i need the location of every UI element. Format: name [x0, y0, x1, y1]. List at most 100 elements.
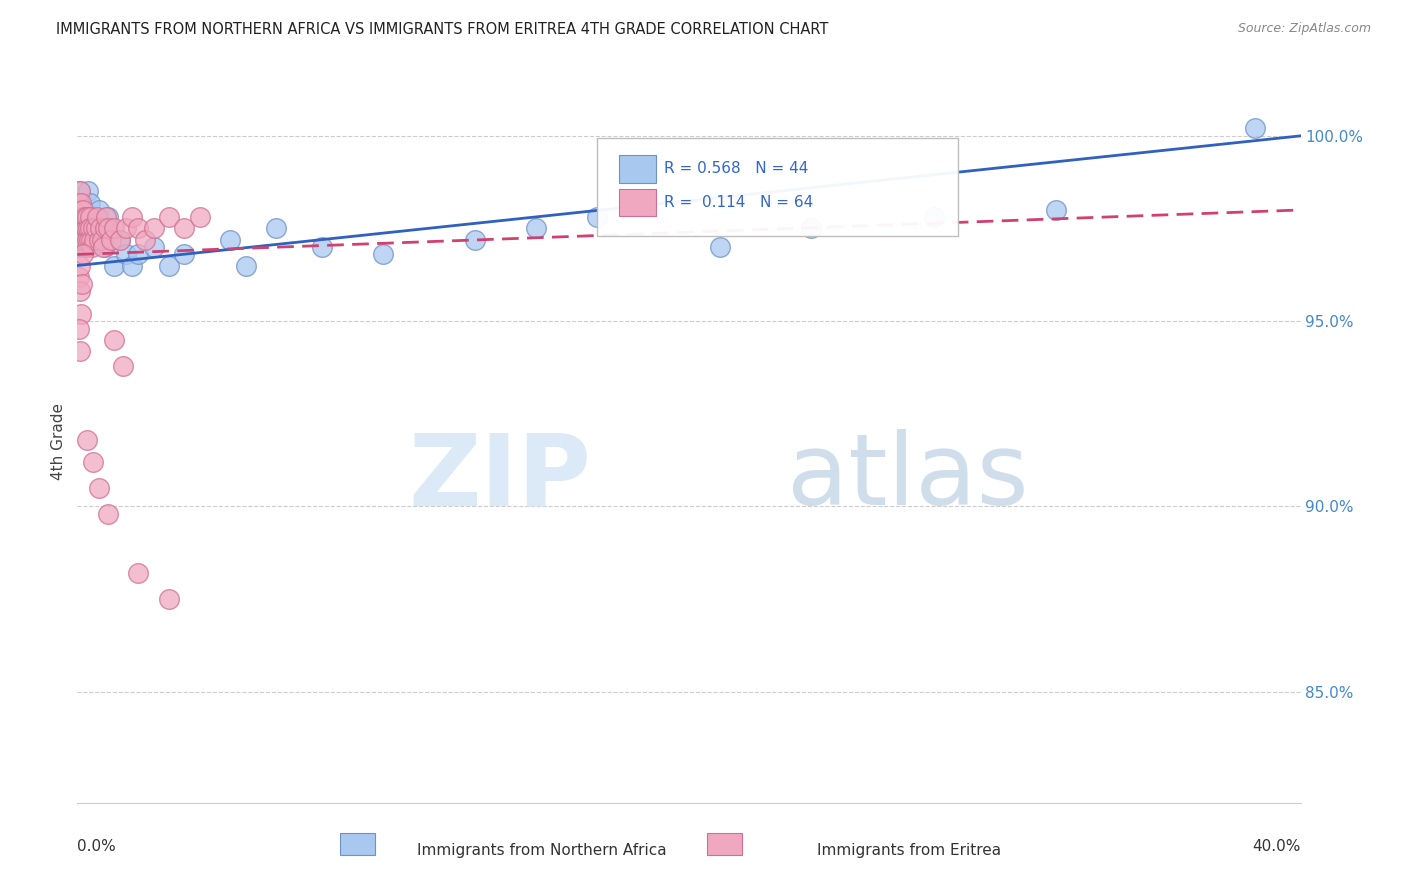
Point	[311, 240, 333, 254]
Point	[79, 221, 101, 235]
Point	[97, 221, 120, 235]
Point	[80, 233, 103, 247]
Text: Immigrants from Eritrea: Immigrants from Eritrea	[817, 843, 1001, 857]
Point	[82, 221, 104, 235]
Point	[72, 221, 94, 235]
Point	[127, 221, 149, 235]
Point	[84, 221, 107, 235]
Point	[173, 247, 195, 261]
Point	[112, 359, 135, 373]
Point	[90, 221, 112, 235]
Point	[67, 211, 90, 225]
Point	[73, 221, 96, 235]
Point	[709, 240, 731, 254]
FancyBboxPatch shape	[707, 833, 741, 855]
Point	[77, 185, 100, 199]
Point	[75, 211, 97, 225]
Point	[97, 507, 120, 521]
Point	[90, 233, 112, 247]
Point	[173, 221, 195, 235]
Point	[72, 202, 94, 217]
Point	[72, 202, 94, 217]
Text: R = 0.568   N = 44: R = 0.568 N = 44	[665, 161, 808, 176]
Point	[72, 211, 94, 225]
FancyBboxPatch shape	[619, 188, 657, 216]
Point	[142, 240, 165, 254]
Point	[77, 221, 100, 235]
Point	[94, 221, 117, 235]
Point	[115, 247, 138, 261]
Point	[103, 333, 125, 347]
Point	[97, 211, 120, 225]
Point	[72, 247, 94, 261]
Point	[69, 259, 91, 273]
Point	[69, 233, 91, 247]
Point	[586, 211, 609, 225]
Point	[115, 221, 138, 235]
Point	[83, 233, 105, 247]
Point	[79, 195, 101, 210]
Point	[87, 233, 110, 247]
Point	[127, 566, 149, 580]
Point	[188, 211, 211, 225]
Text: Source: ZipAtlas.com: Source: ZipAtlas.com	[1237, 22, 1371, 36]
Point	[69, 221, 91, 235]
Point	[103, 221, 125, 235]
Point	[235, 259, 257, 273]
Point	[76, 233, 98, 247]
Point	[157, 211, 180, 225]
Point	[157, 592, 180, 607]
Point	[922, 211, 945, 225]
Text: Immigrants from Northern Africa: Immigrants from Northern Africa	[418, 843, 666, 857]
Point	[70, 195, 93, 210]
FancyBboxPatch shape	[340, 833, 374, 855]
Point	[69, 343, 91, 358]
Point	[73, 211, 96, 225]
Point	[79, 211, 101, 225]
Point	[69, 202, 91, 217]
Point	[73, 233, 96, 247]
Point	[76, 211, 98, 225]
Text: ZIP: ZIP	[408, 429, 591, 526]
Point	[70, 211, 93, 225]
Point	[69, 185, 91, 199]
Point	[70, 307, 93, 321]
FancyBboxPatch shape	[619, 155, 657, 183]
Point	[67, 321, 90, 335]
Point	[69, 185, 91, 199]
Point	[80, 221, 103, 235]
FancyBboxPatch shape	[598, 138, 957, 235]
Point	[70, 221, 93, 235]
Point	[94, 240, 117, 254]
Y-axis label: 4th Grade: 4th Grade	[51, 403, 66, 480]
Point	[121, 211, 143, 225]
Point	[108, 233, 131, 247]
Point	[84, 233, 107, 247]
Point	[72, 211, 94, 225]
Text: atlas: atlas	[787, 429, 1028, 526]
Point	[142, 221, 165, 235]
Text: R =  0.114   N = 64: R = 0.114 N = 64	[665, 194, 814, 210]
Point	[91, 240, 114, 254]
Point	[157, 259, 180, 273]
Point	[69, 211, 91, 225]
Point	[800, 221, 823, 235]
Point	[67, 269, 90, 284]
Point	[121, 259, 143, 273]
Point	[73, 233, 96, 247]
Point	[67, 221, 90, 235]
Point	[127, 247, 149, 261]
Point	[72, 240, 94, 254]
Point	[69, 233, 91, 247]
Point	[82, 455, 104, 469]
Point	[86, 211, 108, 225]
Point	[524, 221, 547, 235]
Point	[70, 240, 93, 254]
Point	[70, 277, 93, 291]
Point	[87, 481, 110, 495]
Point	[67, 221, 90, 235]
Point	[134, 233, 156, 247]
Point	[89, 221, 111, 235]
Point	[264, 221, 287, 235]
Point	[103, 259, 125, 273]
